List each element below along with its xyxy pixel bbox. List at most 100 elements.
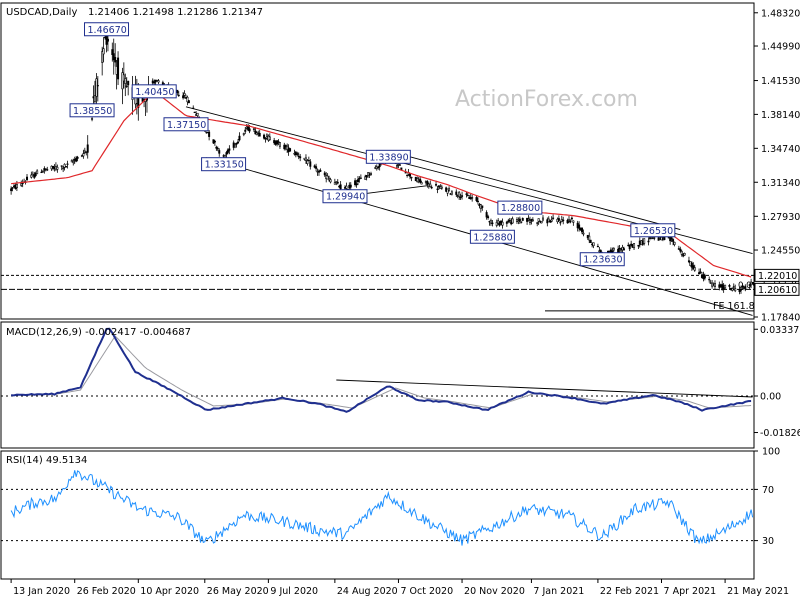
candle-body (687, 260, 690, 263)
candle-body (713, 283, 716, 287)
candle-body (663, 237, 666, 240)
price-annotation-box (322, 189, 368, 204)
candle-body (258, 132, 261, 137)
price-y-tick-label: 1.38140 (761, 110, 800, 121)
candle-body (450, 191, 453, 195)
candle-body (683, 253, 686, 256)
candle-body (589, 239, 592, 243)
candle-body (481, 205, 484, 208)
price-annotation-box (497, 200, 543, 215)
candle-body (117, 57, 120, 80)
candle-body (326, 175, 329, 180)
candle-body (125, 85, 128, 87)
candle-body (751, 281, 754, 285)
candle-body (95, 78, 98, 97)
rsi-line (10, 470, 754, 546)
candle-body (193, 111, 196, 114)
candle-body (690, 262, 693, 268)
candle-body (505, 221, 508, 224)
candle-body (218, 150, 221, 154)
candle-body (436, 188, 439, 190)
candle-body (728, 284, 731, 287)
candle-body (633, 243, 636, 249)
candle-body (176, 89, 179, 93)
price-level-box (754, 282, 800, 296)
candle-body (319, 170, 322, 172)
candle-body (127, 80, 130, 86)
candle-body (657, 237, 660, 241)
candle-body (708, 279, 711, 281)
candle-body (299, 156, 302, 159)
candle-body (186, 96, 189, 103)
candle-body (724, 284, 727, 289)
candle-body (106, 38, 109, 42)
candle-body (34, 172, 37, 176)
price-y-tick-label: 1.41530 (761, 76, 800, 87)
candle-body (622, 248, 625, 251)
candle-body (637, 244, 640, 247)
x-tick-label: 22 Feb 2021 (600, 586, 659, 597)
candle-body (268, 136, 271, 140)
candle-body (44, 168, 47, 170)
candle-body (183, 93, 186, 96)
price-annotation-label: 1.29940 (326, 192, 365, 203)
x-tick-label: 7 Apr 2021 (664, 586, 717, 597)
price-annotation-label: 1.23630 (583, 255, 622, 266)
candle-body (122, 74, 125, 82)
x-tick-label: 7 Jan 2021 (533, 586, 584, 597)
candle-body (511, 218, 514, 224)
candle-body (491, 222, 494, 224)
candle-body (252, 128, 255, 130)
candle-body (264, 138, 267, 140)
candle-body (182, 95, 185, 99)
candle-body (536, 222, 539, 224)
price-annotation-label: 1.46670 (88, 25, 127, 36)
price-annotation-box (630, 223, 676, 238)
candle-body (458, 191, 461, 197)
candle-body (653, 237, 656, 239)
fe-label: FE 161.8 (713, 301, 755, 312)
candle-body (114, 57, 117, 63)
price-annotation-box (84, 22, 130, 37)
candle-body (521, 218, 524, 221)
candle-body (500, 220, 503, 224)
candle-body (56, 166, 59, 170)
candle-body (508, 219, 511, 222)
x-tick-label: 13 Jan 2020 (13, 586, 70, 597)
x-tick-label: 20 Nov 2020 (464, 586, 525, 597)
candle-body (507, 220, 510, 222)
macd-y-tick-label: 0.00 (760, 392, 781, 403)
rsi-y-tick-label: 30 (762, 536, 774, 547)
candle-body (501, 221, 504, 226)
candle-body (476, 200, 479, 203)
candle-body (15, 184, 18, 188)
candle-body (91, 118, 94, 120)
candle-body (698, 272, 701, 275)
candle-body (72, 160, 75, 164)
candle-body (309, 161, 312, 167)
rsi-y-tick-label: 100 (762, 447, 780, 458)
candle-body (237, 141, 240, 144)
candle-body (315, 166, 318, 169)
candle-body (578, 224, 581, 229)
candle-body (628, 244, 631, 250)
price-annotation-label: 1.33890 (369, 152, 408, 163)
candle-body (440, 186, 443, 189)
rsi-title: RSI(14) 49.5134 (6, 455, 87, 466)
candle-body (244, 129, 247, 132)
candle-body (66, 163, 69, 165)
candle-body (528, 220, 531, 224)
candle-body (398, 164, 401, 166)
candle-body (739, 288, 742, 291)
candle-body (76, 156, 79, 159)
candle-body (86, 144, 89, 153)
candle-body (409, 173, 412, 177)
price-y-tick-label: 1.34740 (761, 144, 800, 155)
price-annotation-label: 1.26530 (634, 226, 673, 237)
candle-body (238, 135, 241, 141)
price-annotation-label: 1.33150 (205, 160, 244, 171)
candle-body (228, 148, 231, 151)
candle-body (541, 217, 544, 221)
candle-body (345, 185, 348, 189)
candle-body (10, 188, 13, 192)
